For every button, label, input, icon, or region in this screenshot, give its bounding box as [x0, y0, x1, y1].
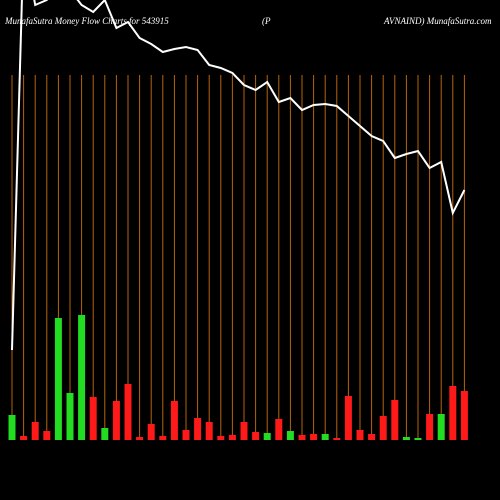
bar — [228, 435, 236, 440]
bar — [298, 435, 306, 440]
bar — [194, 418, 202, 440]
bar — [321, 434, 329, 440]
bar — [159, 436, 167, 440]
bar — [136, 437, 144, 440]
bar — [391, 400, 399, 440]
bar — [8, 415, 16, 440]
bar — [147, 424, 155, 440]
bar — [124, 384, 132, 440]
bar — [402, 437, 410, 440]
bar — [275, 419, 283, 440]
chart-title-right: AVNAIND) MunafaSutra.com — [383, 16, 492, 26]
bar — [356, 430, 364, 440]
bar — [89, 397, 97, 440]
bar — [449, 386, 457, 440]
price-line — [11, 0, 466, 351]
bar — [78, 315, 86, 440]
bar — [414, 438, 422, 440]
bar — [182, 430, 190, 440]
bar — [368, 434, 376, 440]
bar — [43, 431, 51, 440]
bar — [344, 396, 352, 440]
bar — [112, 401, 120, 440]
bar — [310, 434, 318, 440]
bar — [263, 433, 271, 440]
bar — [286, 431, 294, 440]
bar — [20, 436, 28, 440]
bar — [66, 393, 74, 440]
bar — [217, 436, 225, 440]
bar — [333, 438, 341, 440]
chart-title: MunafaSutra Money Flow Charts for 543915 — [4, 16, 169, 26]
bar — [205, 422, 213, 440]
bar — [54, 318, 62, 440]
chart-title-middle: (P — [262, 16, 271, 26]
bar — [240, 422, 248, 440]
bar — [437, 414, 445, 440]
bar — [460, 391, 468, 440]
bar — [170, 401, 178, 440]
bar — [252, 432, 260, 440]
bar — [426, 414, 434, 440]
bar — [379, 416, 387, 440]
bar — [101, 428, 109, 440]
bar — [31, 422, 39, 440]
